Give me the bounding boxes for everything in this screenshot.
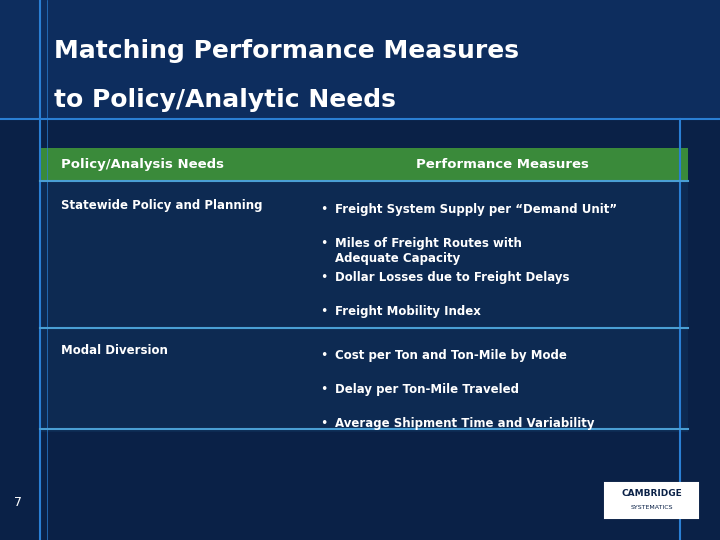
Text: CAMBRIDGE: CAMBRIDGE <box>621 489 682 497</box>
Text: Delay per Ton-Mile Traveled: Delay per Ton-Mile Traveled <box>335 383 519 396</box>
Text: •: • <box>320 349 328 362</box>
Text: Miles of Freight Routes with
Adequate Capacity: Miles of Freight Routes with Adequate Ca… <box>335 237 522 265</box>
FancyBboxPatch shape <box>605 483 698 518</box>
Text: Matching Performance Measures: Matching Performance Measures <box>54 39 519 63</box>
Text: Freight Mobility Index: Freight Mobility Index <box>335 305 481 318</box>
Text: 7: 7 <box>14 496 22 509</box>
Text: •: • <box>320 202 328 215</box>
FancyBboxPatch shape <box>40 148 688 181</box>
Text: Modal Diversion: Modal Diversion <box>61 344 168 357</box>
Text: Performance Measures: Performance Measures <box>415 158 589 171</box>
Text: Statewide Policy and Planning: Statewide Policy and Planning <box>61 199 263 212</box>
Text: Policy/Analysis Needs: Policy/Analysis Needs <box>61 158 224 171</box>
Text: Dollar Losses due to Freight Delays: Dollar Losses due to Freight Delays <box>335 271 570 284</box>
FancyBboxPatch shape <box>0 0 720 119</box>
Text: Freight System Supply per “Demand Unit”: Freight System Supply per “Demand Unit” <box>335 202 617 215</box>
Text: to Policy/Analytic Needs: to Policy/Analytic Needs <box>54 88 396 112</box>
Text: •: • <box>320 305 328 318</box>
Text: SYSTEMATICS: SYSTEMATICS <box>630 505 673 510</box>
Text: •: • <box>320 271 328 284</box>
Text: Cost per Ton and Ton-Mile by Mode: Cost per Ton and Ton-Mile by Mode <box>335 349 567 362</box>
FancyBboxPatch shape <box>40 148 688 432</box>
Text: •: • <box>320 383 328 396</box>
Text: •: • <box>320 417 328 430</box>
Text: Average Shipment Time and Variability: Average Shipment Time and Variability <box>335 417 594 430</box>
Text: •: • <box>320 237 328 249</box>
